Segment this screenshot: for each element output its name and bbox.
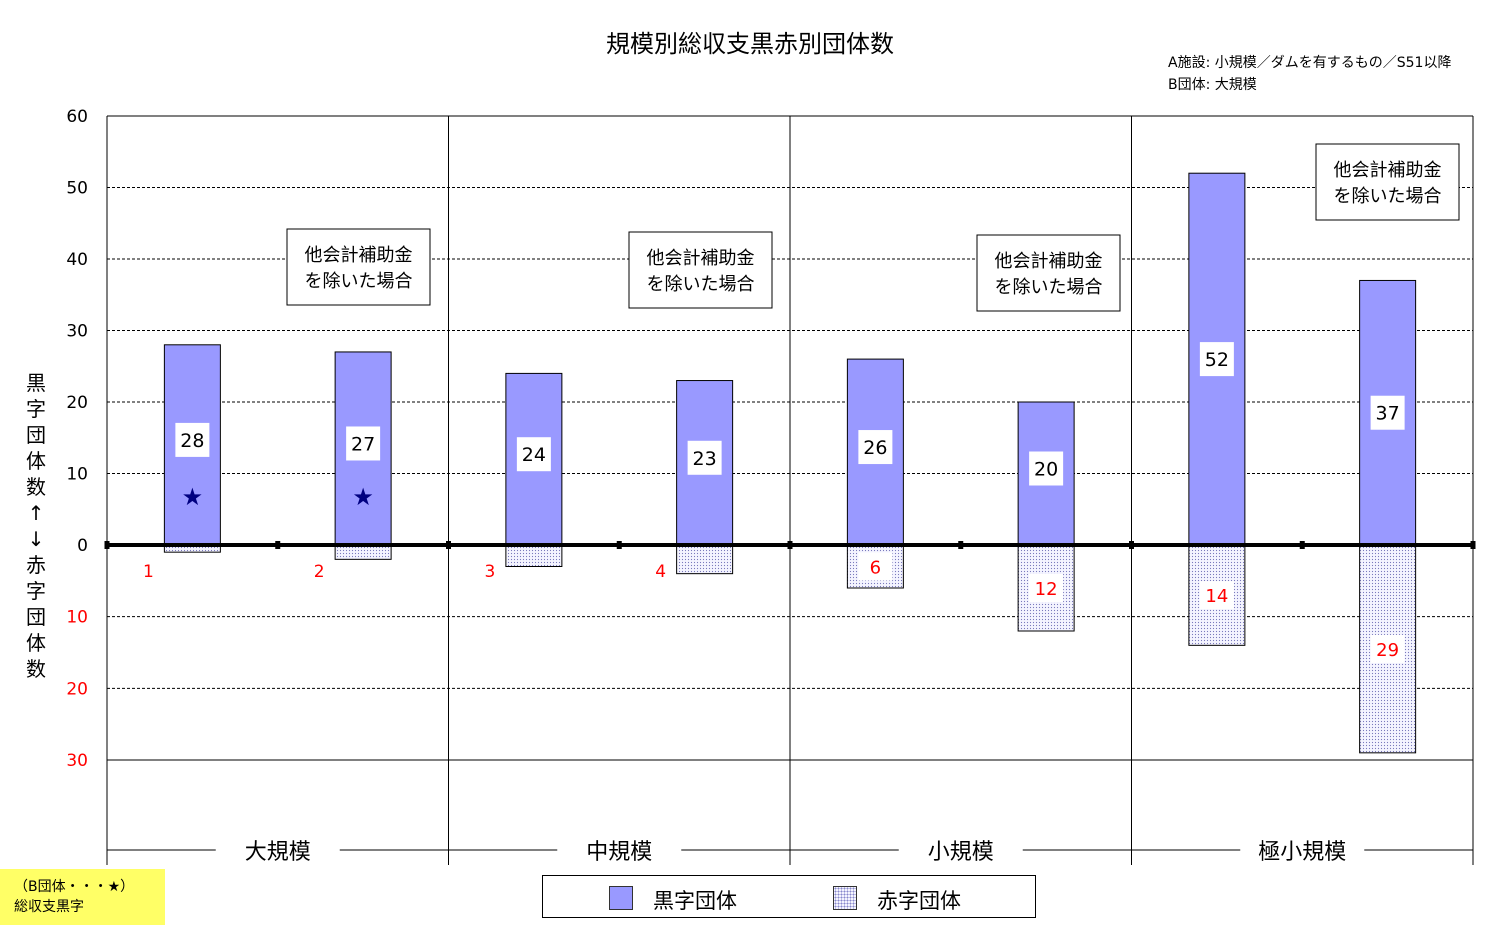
value-label-red: 14	[1205, 586, 1228, 607]
bar-red	[676, 544, 734, 575]
axis-tick	[616, 541, 622, 549]
chart-title: 規模別総収支黒赤別団体数	[606, 30, 894, 58]
value-label-bg	[1199, 342, 1234, 377]
value-label-bg	[1199, 581, 1234, 610]
y-tick-label: 10	[66, 465, 88, 485]
star-icon: ★	[352, 483, 374, 511]
value-label-black: 28	[180, 430, 204, 452]
value-label-red: 12	[1035, 579, 1058, 600]
annotation-box	[286, 228, 431, 306]
value-label-bg	[858, 552, 893, 581]
bar-red	[505, 544, 563, 567]
footnote-box: （B団体・・・★） 総収支黒字	[0, 869, 165, 925]
annotation-line-1: 他会計補助金	[1334, 160, 1442, 181]
group-label-bg	[1240, 836, 1365, 864]
y-tick-label: 30	[66, 322, 88, 342]
y-tick-label: 40	[66, 250, 88, 270]
annotation-box	[976, 234, 1121, 312]
y-tick-label: 60	[66, 107, 88, 127]
legend-label-black: 黒字団体	[653, 889, 737, 913]
legend-swatch-red	[833, 886, 857, 910]
value-label-red: 4	[655, 562, 666, 582]
value-label-black: 23	[693, 448, 717, 470]
annotation-line-1: 他会計補助金	[647, 248, 755, 269]
group-label: 極小規模	[1258, 840, 1346, 865]
y-axis-label: 黒字団体数↑↓赤字団体数	[26, 371, 46, 681]
legend-label-red: 赤字団体	[877, 889, 961, 913]
y-tick-labels: 0 10 20 30 40 50 60 10 20 30	[66, 107, 88, 771]
value-label-red: 1	[143, 562, 154, 582]
annotation-line-2: を除いた場合	[1334, 186, 1442, 207]
value-label-black: 20	[1034, 459, 1058, 481]
value-label-bg	[516, 437, 551, 472]
annotation-box	[628, 231, 773, 309]
group-label-bg	[898, 836, 1023, 864]
group-label: 中規模	[586, 840, 652, 865]
value-label-red: 6	[870, 558, 881, 579]
group-label: 大規模	[245, 840, 311, 865]
value-label-black: 27	[351, 433, 375, 455]
value-label-bg	[175, 422, 210, 457]
annotation-line-2: を除いた場合	[647, 274, 755, 295]
y-tick-label: 50	[66, 179, 88, 199]
annotation-line-1: 他会計補助金	[995, 251, 1103, 272]
value-label-black: 24	[522, 444, 546, 466]
annotation-line-2: を除いた場合	[305, 271, 413, 292]
axis-tick	[1470, 541, 1476, 549]
group-label-bg	[215, 836, 340, 864]
legend: 黒字団体 赤字団体	[542, 875, 1036, 918]
group-label-bg	[557, 836, 682, 864]
legend-swatch-black	[609, 886, 633, 910]
axis-tick	[104, 541, 110, 549]
group-axis: 大規模 中規模 小規模 極小規模	[106, 116, 1473, 865]
note-group: B団体: 大規模	[1168, 77, 1257, 93]
value-label-black: 37	[1376, 403, 1400, 425]
annotation-box	[1315, 143, 1460, 221]
chart-area: 0 10 20 30 40 50 60 10 20 30 28 1 ★ 27 2 ★ 24 3 23 4 26 6 20 1…	[66, 107, 1476, 865]
value-label-red: 29	[1376, 640, 1399, 661]
value-label-red: 2	[314, 562, 325, 582]
y-tick-label: 30	[66, 751, 88, 771]
value-label-bg	[858, 430, 893, 465]
axis-tick	[1299, 541, 1305, 549]
annotation-boxes: 他会計補助金を除いた場合他会計補助金を除いた場合他会計補助金を除いた場合他会計補…	[286, 143, 1460, 312]
value-label-bg	[346, 426, 381, 461]
annotation-line-1: 他会計補助金	[305, 245, 413, 266]
star-icon: ★	[182, 483, 204, 511]
footnote-line-1: （B団体・・・★）	[14, 879, 135, 895]
value-label-bg	[1370, 634, 1405, 663]
group-label: 小規模	[928, 840, 994, 865]
value-label-bg	[1029, 451, 1064, 486]
value-label-bg	[1370, 395, 1405, 430]
value-label-black: 52	[1205, 349, 1229, 371]
value-label-bg	[1029, 574, 1064, 602]
axis-tick	[275, 541, 281, 549]
bar-red	[334, 544, 392, 560]
y-tick-label: 10	[66, 608, 88, 628]
annotation-line-2: を除いた場合	[995, 277, 1103, 298]
footnote-line-2: 総収支黒字	[14, 899, 84, 915]
axis-tick	[958, 541, 964, 549]
value-label-black: 26	[863, 437, 887, 459]
value-label-red: 3	[484, 562, 495, 582]
bars: 28 1 ★ 27 2 ★ 24 3 23 4 26 6 20 12 52 14 37 29	[104, 172, 1476, 754]
value-label-bg	[687, 440, 722, 475]
y-tick-label: 20	[66, 393, 88, 413]
y-tick-label: 0	[77, 536, 88, 556]
y-tick-label: 20	[66, 679, 88, 699]
note-facility: A施設: 小規模／ダムを有するもの／S51以降	[1168, 55, 1452, 71]
